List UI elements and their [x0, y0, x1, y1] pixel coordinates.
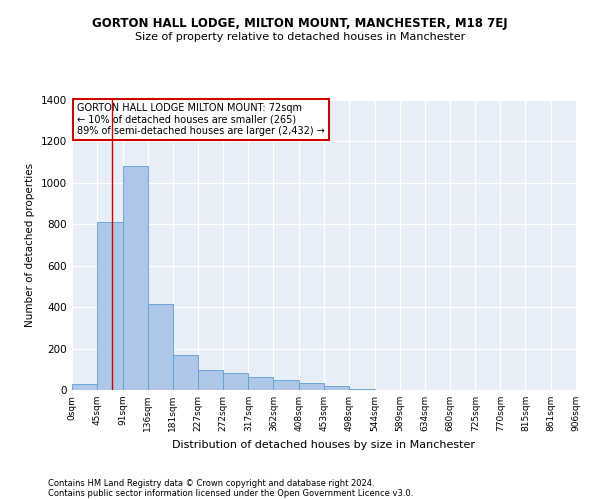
Bar [122, 166, 148, 390]
Y-axis label: Number of detached properties: Number of detached properties [25, 163, 35, 327]
Bar [72, 384, 97, 390]
Bar [173, 355, 198, 390]
Text: Contains public sector information licensed under the Open Government Licence v3: Contains public sector information licen… [48, 488, 413, 498]
Bar [324, 386, 349, 390]
X-axis label: Distribution of detached houses by size in Manchester: Distribution of detached houses by size … [173, 440, 476, 450]
Bar [349, 389, 374, 390]
Bar [223, 374, 248, 390]
Text: Size of property relative to detached houses in Manchester: Size of property relative to detached ho… [135, 32, 465, 42]
Text: Contains HM Land Registry data © Crown copyright and database right 2024.: Contains HM Land Registry data © Crown c… [48, 478, 374, 488]
Bar [274, 380, 299, 390]
Text: GORTON HALL LODGE MILTON MOUNT: 72sqm
← 10% of detached houses are smaller (265): GORTON HALL LODGE MILTON MOUNT: 72sqm ← … [77, 103, 325, 136]
Bar [299, 383, 324, 390]
Text: GORTON HALL LODGE, MILTON MOUNT, MANCHESTER, M18 7EJ: GORTON HALL LODGE, MILTON MOUNT, MANCHES… [92, 18, 508, 30]
Bar [248, 376, 274, 390]
Bar [148, 304, 173, 390]
Bar [198, 370, 223, 390]
Bar [97, 222, 122, 390]
